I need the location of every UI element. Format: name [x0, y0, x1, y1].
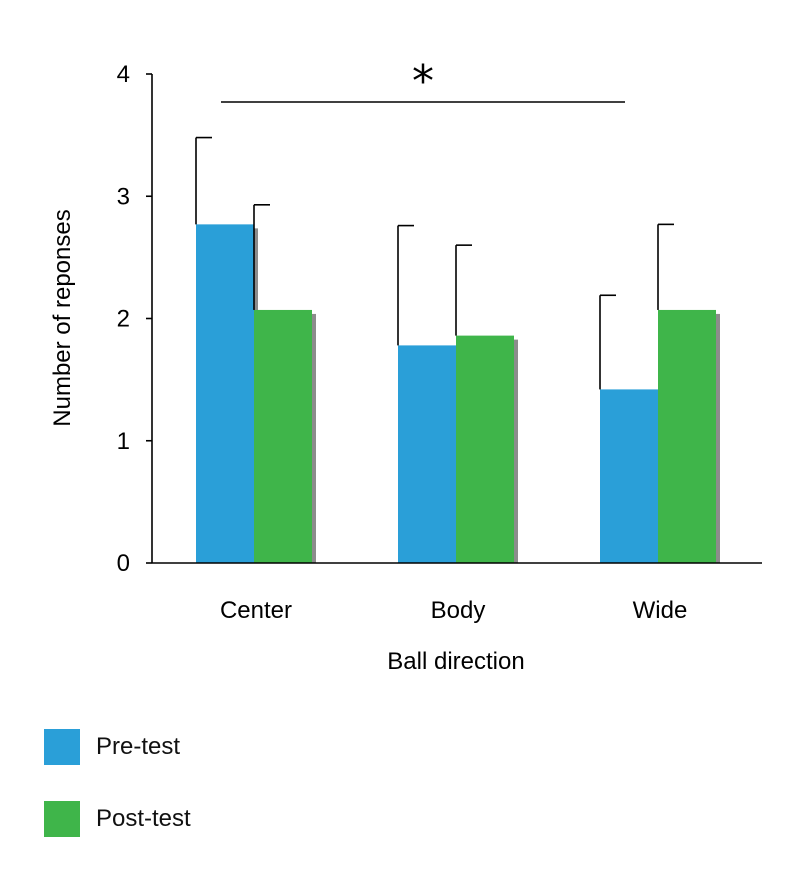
legend-label-post-test: Post-test	[96, 805, 191, 832]
x-tick-label-body: Body	[431, 597, 486, 624]
legend: Pre-test Post-test	[44, 727, 191, 871]
y-tick-label-4: 4	[117, 61, 130, 88]
y-tick-label-3: 3	[117, 183, 130, 210]
x-ticks-group: Center Body Wide	[220, 597, 687, 624]
bar-wide-post-test	[658, 309, 716, 563]
legend-item-post-test: Post-test	[44, 799, 191, 839]
x-axis-label: Ball direction	[387, 648, 524, 675]
y-ticks-group: 0 1 2 3 4	[117, 61, 152, 577]
legend-label-pre-test: Pre-test	[96, 733, 181, 760]
bar-center-post-test	[254, 309, 312, 563]
x-tick-label-wide: Wide	[633, 597, 688, 624]
bar-body-post-test	[456, 335, 514, 563]
x-tick-label-center: Center	[220, 597, 292, 624]
bar-chart: 0 1 2 3 4 Center Body Wide * Ball direction Nu…	[49, 56, 762, 675]
y-axis-label: Number of reponses	[49, 209, 76, 426]
bar-center-pre-test	[196, 224, 254, 563]
significance-group: *	[221, 56, 625, 107]
y-tick-label-1: 1	[117, 428, 130, 455]
legend-swatch-pre-test	[44, 729, 80, 765]
legend-item-pre-test: Pre-test	[44, 727, 191, 767]
y-tick-label-0: 0	[117, 550, 130, 577]
y-tick-label-2: 2	[117, 306, 130, 333]
bar-wide-pre-test	[600, 389, 658, 563]
legend-swatch-post-test	[44, 801, 80, 837]
bars-group	[196, 224, 720, 563]
significance-marker: *	[412, 56, 434, 107]
bar-body-pre-test	[398, 345, 456, 563]
error-bars-group	[195, 136, 674, 390]
